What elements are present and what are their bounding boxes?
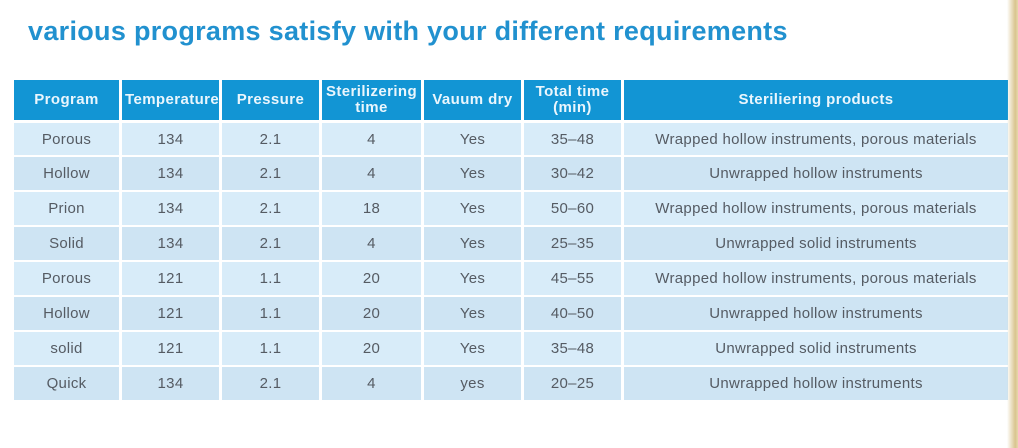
header-cell-sterilizing_time: Sterilizering time (322, 80, 424, 120)
cell-temperature: 134 (122, 155, 222, 190)
cell-program: Prion (14, 190, 122, 225)
cell-pressure: 2.1 (222, 155, 322, 190)
cell-temperature: 134 (122, 120, 222, 155)
cell-vacuum_dry: yes (424, 365, 524, 400)
table-row: Solid 134 2.1 4 Yes 25–35 Unwrapped solid inst… (14, 225, 1008, 260)
header-cell-vacuum_dry: Vauum dry (424, 80, 524, 120)
cell-program: Quick (14, 365, 122, 400)
cell-program: Porous (14, 260, 122, 295)
cell-products: Unwrapped hollow instruments (624, 295, 1008, 330)
cell-products: Unwrapped hollow instruments (624, 365, 1008, 400)
cell-temperature: 121 (122, 295, 222, 330)
cell-vacuum_dry: Yes (424, 120, 524, 155)
cell-sterilizing_time: 20 (322, 260, 424, 295)
cell-pressure: 2.1 (222, 120, 322, 155)
table-row: Hollow 121 1.1 20 Yes 40–50 Unwrapped hollow i… (14, 295, 1008, 330)
cell-products: Wrapped hollow instruments, porous mater… (624, 190, 1008, 225)
cell-products: Unwrapped solid instruments (624, 330, 1008, 365)
header-cell-program: Program (14, 80, 122, 120)
programs-table: Program Temperature Pressure Sterilizering … (14, 80, 1008, 400)
cell-temperature: 121 (122, 260, 222, 295)
cell-sterilizing_time: 4 (322, 155, 424, 190)
cell-vacuum_dry: Yes (424, 260, 524, 295)
cell-pressure: 2.1 (222, 365, 322, 400)
cell-products: Wrapped hollow instruments, porous mater… (624, 120, 1008, 155)
cell-program: solid (14, 330, 122, 365)
cell-pressure: 1.1 (222, 330, 322, 365)
cell-total_time: 50–60 (524, 190, 624, 225)
cell-total_time: 45–55 (524, 260, 624, 295)
cell-sterilizing_time: 4 (322, 365, 424, 400)
cell-total_time: 30–42 (524, 155, 624, 190)
page-title: various programs satisfy with your diffe… (28, 16, 788, 46)
cell-vacuum_dry: Yes (424, 330, 524, 365)
cell-temperature: 134 (122, 365, 222, 400)
cell-vacuum_dry: Yes (424, 155, 524, 190)
cell-sterilizing_time: 20 (322, 330, 424, 365)
cell-total_time: 40–50 (524, 295, 624, 330)
cell-vacuum_dry: Yes (424, 225, 524, 260)
cell-pressure: 2.1 (222, 190, 322, 225)
table-header-row: Program Temperature Pressure Sterilizering … (14, 80, 1008, 120)
table-row: Prion 134 2.1 18 Yes 50–60 Wrapped hollow inst… (14, 190, 1008, 225)
cell-vacuum_dry: Yes (424, 190, 524, 225)
header-cell-pressure: Pressure (222, 80, 322, 120)
table-row: Hollow 134 2.1 4 Yes 30–42 Unwrapped hollow in… (14, 155, 1008, 190)
cell-pressure: 2.1 (222, 225, 322, 260)
header-cell-total_time: Total time (min) (524, 80, 624, 120)
table-body: Porous 134 2.1 4 Yes 35–48 Wrapped hollow inst… (14, 120, 1008, 400)
table-row: solid 121 1.1 20 Yes 35–48 Unwrapped solid ins… (14, 330, 1008, 365)
cell-products: Unwrapped hollow instruments (624, 155, 1008, 190)
header-cell-temperature: Temperature (122, 80, 222, 120)
cell-products: Wrapped hollow instruments, porous mater… (624, 260, 1008, 295)
cell-total_time: 35–48 (524, 330, 624, 365)
cell-temperature: 121 (122, 330, 222, 365)
cell-program: Solid (14, 225, 122, 260)
table-row: Porous 134 2.1 4 Yes 35–48 Wrapped hollow inst… (14, 120, 1008, 155)
cell-program: Hollow (14, 295, 122, 330)
cell-total_time: 20–25 (524, 365, 624, 400)
cell-products: Unwrapped solid instruments (624, 225, 1008, 260)
cell-temperature: 134 (122, 225, 222, 260)
cell-sterilizing_time: 20 (322, 295, 424, 330)
cell-total_time: 25–35 (524, 225, 624, 260)
cell-program: Hollow (14, 155, 122, 190)
cell-sterilizing_time: 4 (322, 225, 424, 260)
cell-sterilizing_time: 4 (322, 120, 424, 155)
cell-pressure: 1.1 (222, 260, 322, 295)
cell-vacuum_dry: Yes (424, 295, 524, 330)
table-row: Quick 134 2.1 4 yes 20–25 Unwrapped hollow ins… (14, 365, 1008, 400)
cell-program: Porous (14, 120, 122, 155)
cell-total_time: 35–48 (524, 120, 624, 155)
header-cell-products: Steriliering products (624, 80, 1008, 120)
edge-gradient-strip (1007, 0, 1018, 448)
table-row: Porous 121 1.1 20 Yes 45–55 Wrapped hollow ins… (14, 260, 1008, 295)
cell-temperature: 134 (122, 190, 222, 225)
cell-sterilizing_time: 18 (322, 190, 424, 225)
cell-pressure: 1.1 (222, 295, 322, 330)
